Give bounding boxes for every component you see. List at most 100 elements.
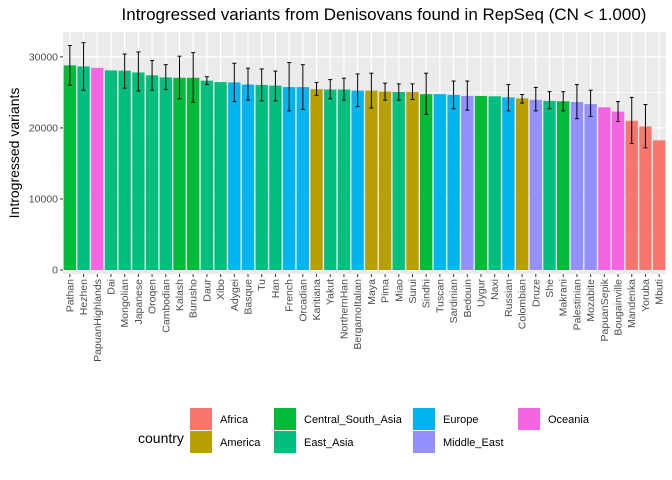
error-bar-mozabite (588, 89, 593, 118)
legend-label: Middle_East (443, 437, 504, 449)
x-tick-label: Hezhen (78, 279, 90, 315)
x-tick-label: Surui (407, 279, 419, 304)
bar-bedouin (461, 95, 474, 270)
bar-kalash (173, 77, 186, 270)
legend-key (190, 408, 212, 430)
error-bar-french (287, 62, 292, 112)
legend-key (274, 431, 296, 453)
error-bar-colombian (520, 94, 525, 104)
y-tick-label: 30000 (29, 51, 58, 63)
error-bar-mongolian (122, 53, 127, 89)
error-bar-tu (259, 68, 264, 102)
bar-basque (241, 84, 255, 270)
x-tick-label: NorthernHan (338, 279, 350, 339)
error-bar-mandenka (629, 96, 634, 145)
x-tick-label: Sindhi (421, 279, 433, 308)
legend-label: Africa (220, 414, 249, 426)
bar-cambodian (159, 77, 172, 270)
legend-item-middle_east: Middle_East (413, 431, 504, 453)
error-bar-pima (383, 82, 388, 101)
y-axis-title: Introgressed variants (6, 88, 22, 219)
bar-mongolian (118, 70, 131, 270)
x-tick-label: Tu (256, 279, 268, 291)
x-tick-label: Xibo (215, 279, 227, 300)
error-bar-surui (410, 83, 415, 100)
bar-she (543, 100, 556, 271)
x-tick-label: Oroqen (147, 279, 159, 314)
x-tick-label: Palestinian (571, 279, 583, 331)
bar-yoruba (639, 126, 652, 270)
legend-item-central_south_asia: Central_South_Asia (274, 408, 403, 430)
x-tick-label: French (284, 279, 296, 312)
error-bar-cambodian (163, 64, 168, 91)
x-tick-label: Colombian (517, 279, 529, 329)
bar-karitiana (310, 89, 323, 271)
error-bar-orcadian (300, 64, 305, 110)
bar-makrani (557, 101, 570, 271)
error-bar-burusho (191, 52, 196, 103)
x-tick-label: Adygei (229, 279, 241, 311)
bar-russian (502, 97, 515, 270)
x-tick-label: Bougainville (613, 279, 625, 336)
legend-item-africa: Africa (190, 408, 249, 430)
error-bar-northernhan (341, 77, 346, 101)
error-bar-oroqen (150, 59, 155, 91)
legend-item-america: America (190, 431, 261, 453)
x-tick-label: Burusho (188, 279, 200, 318)
bar-sindhi (420, 94, 433, 270)
bar-tuscan (433, 94, 447, 270)
legend-label: Oceania (548, 414, 590, 426)
x-tick-label: Mozabite (585, 279, 597, 322)
bar-mozabite (584, 104, 597, 271)
bar-french (282, 87, 296, 271)
bar-mandenka (625, 120, 638, 270)
y-axis: 0 10000 20000 30000 (29, 51, 63, 277)
x-tick-label: Pima (380, 279, 392, 303)
bar-adygei (228, 82, 241, 270)
bar-han (269, 85, 282, 270)
bar-colombian (515, 98, 529, 270)
error-bar-druze (533, 86, 538, 112)
x-tick-label: Daur (201, 279, 213, 302)
error-bar-makrani (561, 91, 566, 112)
error-bar-bergamoitalian (355, 73, 360, 108)
bar-bougainville (611, 111, 625, 270)
legend-title: country (138, 430, 184, 446)
legend-label: Europe (443, 414, 478, 426)
bars-group (63, 65, 666, 271)
error-bar-maya (369, 72, 374, 109)
bar-tu (255, 84, 268, 270)
legend-key (274, 408, 296, 430)
error-bar-basque (246, 67, 251, 101)
bar-hezhen (77, 66, 90, 270)
bar-sardinian (447, 94, 460, 270)
error-bar-hezhen (81, 42, 86, 91)
bar-northernhan (337, 89, 351, 271)
x-tick-label: Mbuti (654, 279, 666, 305)
y-tick-label: 10000 (29, 193, 58, 205)
x-tick-label: PapuanHighlands (92, 279, 104, 362)
x-tick-label: Russian (503, 279, 515, 317)
error-bars-group (67, 42, 648, 149)
legend-key (518, 408, 540, 430)
legend: country Africa America Central_South_Asia E… (138, 408, 590, 453)
bar-xibo (214, 82, 227, 270)
bar-pima (378, 91, 392, 270)
x-tick-label: Basque (243, 279, 255, 315)
bar-orcadian (296, 87, 309, 271)
bar-pathan (63, 65, 77, 270)
x-tick-label: Naxi (489, 279, 501, 300)
error-bar-bougainville (616, 101, 621, 123)
x-tick-label: Mandenka (626, 279, 638, 328)
error-bar-sardinian (451, 80, 456, 110)
x-tick-label: Maya (366, 279, 378, 305)
error-bar-miao (396, 83, 401, 101)
x-tick-label: Makrani (558, 279, 570, 316)
x-tick-label: Tuscan (434, 279, 446, 313)
bar-bergamoitalian (351, 90, 364, 270)
error-bar-palestinian (574, 84, 579, 120)
x-tick-label: Kalash (174, 279, 186, 311)
bar-papuansepik (598, 107, 611, 270)
error-bar-han (273, 70, 278, 102)
error-bar-daur (204, 76, 209, 86)
